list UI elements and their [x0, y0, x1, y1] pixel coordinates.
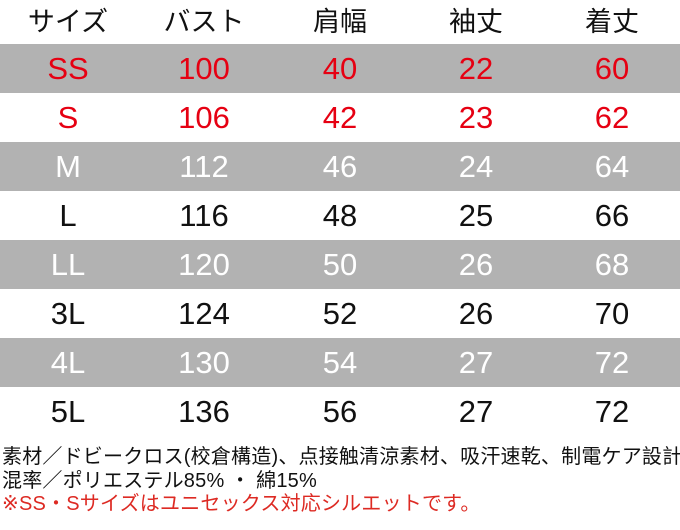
- table-row-LL: LL 120 50 26 68: [0, 240, 680, 289]
- table-row-5L: 5L 136 56 27 72: [0, 387, 680, 436]
- column-header-sleeve: 袖丈: [449, 6, 503, 37]
- sleeve-cell: 24: [458, 149, 494, 184]
- length-cell: 72: [594, 394, 630, 429]
- shoulder-cell: 52: [322, 296, 358, 331]
- size-cell: 4L: [50, 345, 86, 380]
- length-cell: 60: [594, 51, 630, 86]
- sleeve-cell: 22: [458, 51, 494, 86]
- bust-cell: 120: [178, 247, 230, 282]
- size-cell: M: [55, 149, 81, 184]
- length-cell: 68: [594, 247, 630, 282]
- column-header-size: サイズ: [27, 6, 109, 37]
- table-header-row: サイズ バスト 肩幅 袖丈 着丈: [0, 0, 680, 44]
- length-cell: 66: [594, 198, 630, 233]
- sleeve-cell: 26: [458, 247, 494, 282]
- sleeve-cell: 27: [458, 394, 494, 429]
- shoulder-cell: 46: [322, 149, 358, 184]
- shoulder-cell: 50: [322, 247, 358, 282]
- unisex-caution-note: ※SS・Sサイズはユニセックス対応シルエットです。: [2, 493, 481, 515]
- bust-cell: 100: [178, 51, 230, 86]
- sleeve-cell: 27: [458, 345, 494, 380]
- column-header-bust: バスト: [163, 6, 245, 37]
- sleeve-cell: 25: [458, 198, 494, 233]
- table-row-3L: 3L 124 52 26 70: [0, 289, 680, 338]
- sleeve-cell: 23: [458, 100, 494, 135]
- table-row-M: M 112 46 24 64: [0, 142, 680, 191]
- shoulder-cell: 56: [322, 394, 358, 429]
- bust-cell: 112: [179, 149, 229, 184]
- shoulder-cell: 40: [322, 51, 358, 86]
- size-cell: S: [57, 100, 79, 135]
- shoulder-cell: 48: [322, 198, 358, 233]
- size-cell: SS: [47, 51, 89, 86]
- length-cell: 72: [594, 345, 630, 380]
- size-cell: 5L: [50, 394, 86, 429]
- length-cell: 64: [594, 149, 630, 184]
- size-chart-table: サイズ バスト 肩幅 袖丈 着丈 SS 100 40 22 60 S 106 42 23 62 M 112 46…: [0, 0, 680, 436]
- size-cell: L: [59, 198, 77, 233]
- table-row-SS: SS 100 40 22 60: [0, 44, 680, 93]
- shoulder-cell: 42: [322, 100, 358, 135]
- sleeve-cell: 26: [458, 296, 494, 331]
- table-body: SS 100 40 22 60 S 106 42 23 62 M 112 46 24 64 L 116 48 25 6…: [0, 44, 680, 436]
- bust-cell: 136: [178, 394, 230, 429]
- table-row-L: L 116 48 25 66: [0, 191, 680, 240]
- bust-cell: 124: [178, 296, 230, 331]
- shoulder-cell: 54: [322, 345, 358, 380]
- column-header-length: 着丈: [585, 6, 639, 37]
- composition-note: 混率／ポリエステル85% ・ 綿15%: [2, 469, 317, 492]
- table-row-4L: 4L 130 54 27 72: [0, 338, 680, 387]
- bust-cell: 116: [179, 198, 229, 233]
- table-row-S: S 106 42 23 62: [0, 93, 680, 142]
- bust-cell: 106: [178, 100, 230, 135]
- length-cell: 70: [594, 296, 630, 331]
- bust-cell: 130: [178, 345, 230, 380]
- product-notes: 素材／ドビークロス(校倉構造)、点接触清涼素材、吸汗速乾、制電ケア設計 混率／ポ…: [0, 436, 680, 517]
- size-cell: LL: [50, 247, 86, 282]
- column-header-shoulder: 肩幅: [313, 6, 367, 37]
- material-note: 素材／ドビークロス(校倉構造)、点接触清涼素材、吸汗速乾、制電ケア設計: [2, 446, 680, 468]
- size-cell: 3L: [50, 296, 86, 331]
- length-cell: 62: [594, 100, 630, 135]
